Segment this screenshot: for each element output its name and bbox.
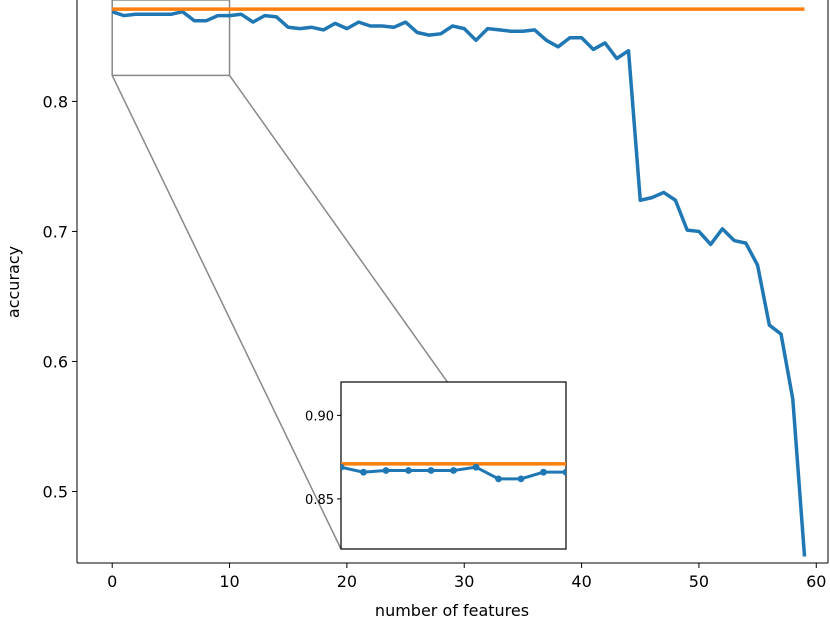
inset-data-point [382,467,390,474]
x-tick-label: 0 [107,572,117,591]
inset-data-point [540,468,547,476]
y-tick-label: 0.8 [43,92,68,111]
x-tick-label: 60 [806,572,826,591]
y-axis-ticks: 0.5 0.6 0.7 0.8 [43,92,77,501]
inset-data-point [450,467,457,474]
inset-data-point [472,463,480,471]
y-tick-label: 0.5 [43,482,68,501]
x-tick-label: 40 [571,572,591,591]
y-axis-label: accuracy [4,246,23,318]
main-plot-area [111,7,807,557]
inset-y-axis-ticks: 0.85 0.90 [305,409,341,508]
inset-accuracy-line [341,465,566,481]
x-axis-ticks: 0 10 20 30 40 50 60 [107,563,826,591]
accuracy-series-line [111,9,807,557]
inset-axes: 0.85 0.90 [305,381,592,550]
zoom-region-box [111,0,231,77]
inset-data-point [405,467,412,474]
inset-data-point [585,467,592,474]
inset-data-point [427,467,435,474]
inset-data-point [517,475,525,483]
inset-data-point [562,468,566,476]
x-tick-label: 10 [219,572,239,591]
inset-data-point [360,468,367,476]
x-tick-label: 20 [337,572,357,591]
zoom-connector-left [111,75,342,550]
y-tick-label: 0.6 [43,352,68,371]
inset-plot-area [341,462,592,483]
main-axes-frame [76,0,829,564]
x-axis-label: number of features [375,601,529,620]
y-tick-label: 0.7 [43,222,68,241]
inset-y-tick-label: 0.85 [305,493,334,508]
x-tick-label: 50 [689,572,709,591]
inset-data-point [341,463,345,471]
inset-y-tick-label: 0.90 [305,409,334,424]
x-tick-label: 30 [454,572,474,591]
inset-data-point [495,475,502,483]
